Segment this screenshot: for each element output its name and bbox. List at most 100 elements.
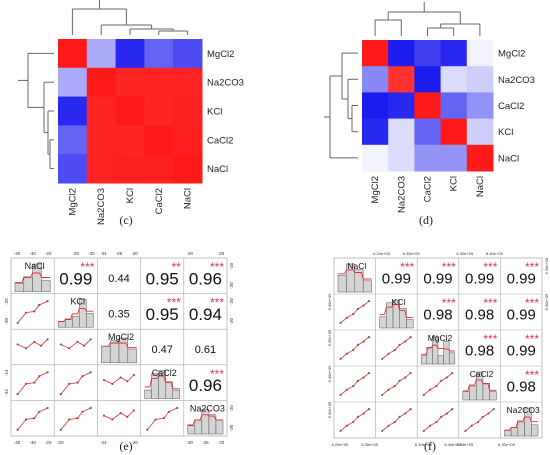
tick-label: -20	[229, 298, 234, 305]
tick-label: -30	[187, 251, 194, 256]
heatmap-cell	[144, 154, 174, 184]
column-label: Na2CO3	[96, 188, 107, 225]
heatmap-cell	[144, 125, 174, 155]
tick-label: -20	[229, 405, 234, 412]
column-label: CaCl2	[423, 176, 434, 202]
heatmap-cell	[144, 96, 174, 126]
significance-stars: ***	[210, 260, 224, 274]
significance-stars: ***	[525, 296, 539, 310]
significance-stars: ***	[525, 368, 539, 382]
row-label: Na2CO3	[207, 78, 244, 89]
row-label: Na2CO3	[498, 75, 535, 86]
column-label: NaCl	[183, 188, 194, 209]
fit-line	[103, 410, 135, 420]
density-curve	[421, 344, 455, 355]
tick-label: -26	[116, 251, 123, 256]
heatmap-cell	[115, 154, 145, 184]
histogram-bar	[64, 318, 73, 328]
significance-stars: ***	[80, 260, 94, 274]
correlation-value: 0.99	[507, 307, 536, 324]
heatmap-cell	[115, 67, 145, 98]
correlation-value: 0.96	[189, 376, 222, 395]
fit-line	[340, 372, 370, 396]
heatmap-cell	[173, 96, 203, 126]
panel-label-f: (f)	[424, 439, 436, 453]
density-curve	[462, 379, 497, 392]
tick-label: -20	[45, 440, 52, 445]
tick-label: 6.30e+05	[456, 251, 474, 256]
density-curve	[187, 414, 223, 426]
correlation-value: 0.35	[108, 309, 129, 321]
tick-label: -20	[131, 440, 138, 445]
correlation-value: 0.47	[151, 344, 172, 356]
tick-label: 6.20e+05	[332, 442, 350, 447]
tick-label: -30	[229, 424, 234, 431]
heatmap-c: MgCl2 Na2CO3 KCl CaCl2 NaCl MgCl2 Na2CO3 KCl CaC…	[18, 0, 244, 225]
heatmap-cell	[362, 144, 389, 172]
histogram-bar	[517, 421, 525, 437]
histogram-bar	[443, 341, 450, 365]
correlation-value: 0.98	[507, 379, 536, 396]
tick-label: 6.30e+05	[327, 401, 332, 419]
fit-line	[340, 336, 370, 360]
variable-label: CaCl2	[152, 368, 177, 378]
significance-stars: ***	[525, 332, 539, 346]
tick-label: -30	[229, 317, 234, 324]
histogram-bar	[406, 319, 414, 329]
variable-label: NaCl	[25, 261, 45, 271]
heatmap-cell	[362, 118, 389, 146]
tick-label: 6.35e+05	[403, 251, 421, 256]
heatmap-cell	[144, 67, 174, 98]
histogram-bar	[437, 355, 444, 365]
significance-stars: ***	[442, 296, 456, 310]
variable-label: KCl	[392, 297, 406, 307]
heatmap-cell	[440, 144, 468, 172]
correlation-value: 0.98	[465, 343, 494, 360]
heatmap-cell	[362, 92, 389, 120]
heatmap-cell	[86, 96, 117, 126]
tick-label: -20	[229, 262, 234, 269]
variable-label: Na2CO3	[507, 405, 540, 415]
variable-label: MgCl2	[108, 332, 134, 342]
tick-label: -40	[14, 251, 21, 256]
significance-stars: ***	[167, 296, 181, 310]
correlation-value: 0.99	[507, 343, 536, 360]
histogram-bar	[531, 424, 539, 437]
density-curve	[338, 269, 372, 280]
histogram-bar	[432, 335, 439, 365]
histogram-bar	[41, 280, 51, 292]
fit-line	[423, 408, 453, 432]
heatmap-cell	[440, 118, 468, 146]
heatmap-cell	[414, 40, 442, 67]
histogram-bar	[127, 348, 137, 364]
correlation-value: 0.94	[189, 305, 222, 324]
tick-label: -20	[218, 440, 225, 445]
heatmap-cell	[362, 66, 389, 93]
panel-label-e: (e)	[119, 439, 132, 453]
significance-stars: ***	[210, 296, 224, 310]
tick-label: -30	[29, 440, 36, 445]
heatmap-cell	[86, 154, 117, 184]
fit-line	[17, 339, 48, 349]
tick-label: 6.30e+05	[544, 293, 549, 311]
tick-label: -14	[4, 369, 9, 376]
heatmap-cell	[173, 67, 203, 98]
histogram-bar	[504, 430, 512, 437]
histogram-bar	[86, 313, 94, 328]
heatmap-cell	[388, 144, 415, 172]
correlation-value: 0.99	[507, 271, 536, 288]
heatmap-cell	[388, 66, 415, 93]
fit-line	[103, 374, 135, 385]
density-curve	[15, 272, 51, 284]
heatmap-cell	[173, 39, 203, 69]
fit-line	[17, 300, 48, 324]
significance-stars: **	[171, 260, 181, 274]
histogram-bar	[399, 308, 407, 329]
correlation-value: 0.99	[382, 271, 411, 288]
correlation-value: 0.95	[146, 305, 179, 324]
fit-line	[465, 408, 495, 432]
significance-stars: ***	[483, 260, 497, 274]
heatmap-cell	[86, 125, 117, 155]
histogram-bar	[109, 340, 120, 364]
fit-line	[381, 372, 411, 396]
